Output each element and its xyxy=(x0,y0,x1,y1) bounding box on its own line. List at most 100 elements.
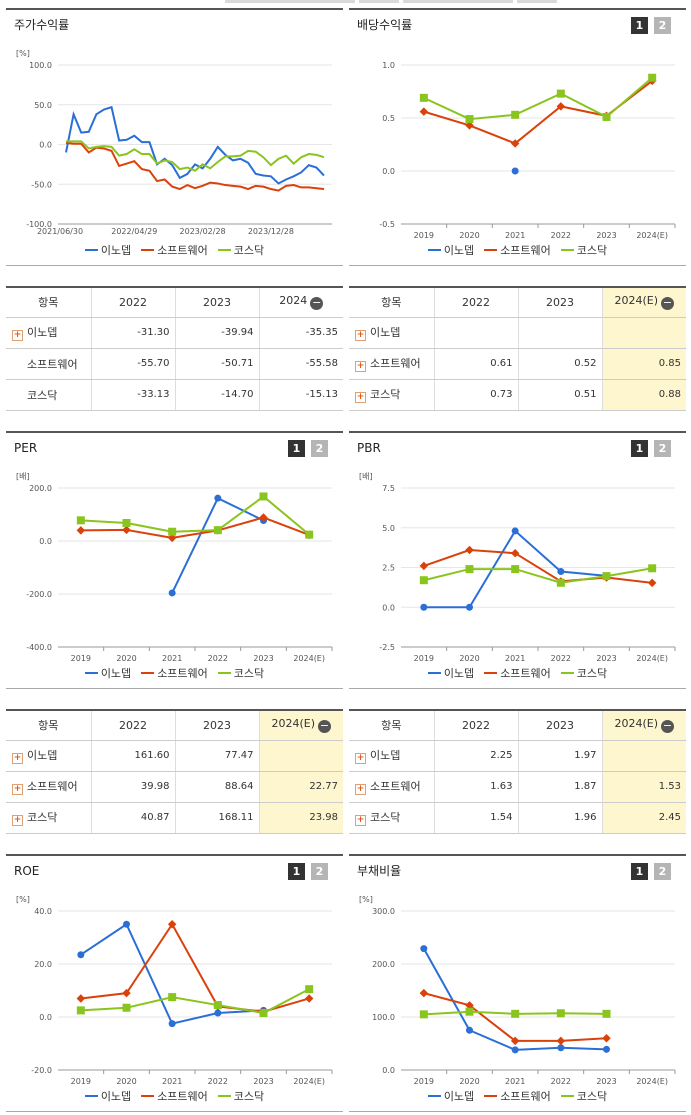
pbr-chart: [배] 7.5 5.0 2.5 0.0 -2.5 2019 2020 2021 2022 2023 2… xyxy=(359,472,676,663)
page-2-button[interactable]: 2 xyxy=(311,440,328,457)
page-2-button[interactable]: 2 xyxy=(654,17,671,34)
table-cell: 22.77 xyxy=(258,771,343,803)
legend-label: 코스닥 xyxy=(576,1090,608,1103)
expand-plus-icon[interactable]: + xyxy=(355,330,366,341)
x-tick-label: 2021/06/30 xyxy=(37,227,83,236)
data-point xyxy=(168,993,177,1002)
row-label: + 코스닥 xyxy=(349,802,434,834)
legend-item: 이노뎁 xyxy=(427,242,475,258)
data-point xyxy=(465,1007,474,1016)
legend-item: 코스닥 xyxy=(217,665,265,681)
data-point xyxy=(122,518,131,527)
table-cell: -55.70 xyxy=(90,348,175,380)
table-cell: 23.98 xyxy=(258,802,343,834)
page-1-button[interactable]: 1 xyxy=(631,17,648,34)
legend-item: 소프트웨어 xyxy=(484,242,551,258)
minus-circle-icon[interactable]: − xyxy=(310,296,324,311)
legend-swatch-icon xyxy=(560,672,574,674)
data-point xyxy=(304,994,314,1003)
expand-plus-icon[interactable]: + xyxy=(355,392,366,403)
data-point xyxy=(557,567,565,575)
page-1-button[interactable]: 1 xyxy=(631,440,648,457)
table-cell: -14.70 xyxy=(174,379,259,411)
table-row: + 코스닥 40.87 168.11 23.98 xyxy=(6,802,343,834)
expand-plus-icon[interactable]: + xyxy=(12,330,23,341)
x-tick-label: 2022 xyxy=(551,654,571,663)
y-unit-label: [배] xyxy=(359,472,373,481)
expand-plus-icon[interactable]: + xyxy=(355,784,366,795)
data-point xyxy=(259,513,268,522)
x-tick-label: 2023 xyxy=(596,231,616,240)
data-point xyxy=(648,73,657,82)
legend-item: 이노뎁 xyxy=(84,665,131,681)
data-point xyxy=(76,516,85,525)
y-unit-label: [%] xyxy=(16,49,30,58)
expand-plus-icon[interactable]: + xyxy=(12,784,23,795)
dividend-table: 항목 2022 2023 2024(E) − + 이노뎁 + 소프트웨어 0.61 0.52 0.85… xyxy=(349,286,686,411)
y-tick-label: 1.0 xyxy=(382,61,395,70)
table-cell: 40.87 xyxy=(90,802,175,834)
page-1-button[interactable]: 1 xyxy=(288,863,305,880)
page-1-button[interactable]: 1 xyxy=(631,863,648,880)
y-tick-label: -100.0 xyxy=(26,220,52,229)
expand-plus-icon[interactable]: + xyxy=(355,361,366,372)
chart-legend: 이노뎁 소프트웨어 코스닥 xyxy=(6,242,343,258)
data-point xyxy=(511,167,519,175)
series-line xyxy=(423,76,653,121)
y-tick-label: -0.5 xyxy=(379,220,395,229)
legend-label: 이노뎁 xyxy=(443,1090,475,1103)
expand-plus-icon[interactable]: + xyxy=(355,753,366,764)
data-point xyxy=(603,1045,610,1053)
series-line xyxy=(423,548,653,584)
data-point xyxy=(168,589,176,597)
table-row: + 이노뎁 -31.30 -39.94 -35.35 xyxy=(6,317,343,349)
page-2-button[interactable]: 2 xyxy=(654,440,671,457)
table-cell: -15.13 xyxy=(258,379,343,411)
table-cell: 1.96 xyxy=(517,802,602,834)
legend-label: 소프트웨어 xyxy=(157,1090,208,1103)
table-cell: -35.35 xyxy=(258,317,343,349)
table-cell: -50.71 xyxy=(174,348,259,380)
table-cell: 1.63 xyxy=(433,771,518,803)
y-tick-label: 40.0 xyxy=(34,907,52,916)
expand-plus-icon[interactable]: + xyxy=(12,815,23,826)
page-2-button[interactable]: 2 xyxy=(654,863,671,880)
stock-return-panel: 주가수익률 [%] 100.0 50.0 0.0 -50.0 -100.0 2021/06/… xyxy=(6,8,343,266)
y-tick-label: 300.0 xyxy=(372,907,395,916)
legend-label: 소프트웨어 xyxy=(157,244,208,257)
legend-label: 이노뎁 xyxy=(443,244,475,257)
column-header: 2023 xyxy=(174,710,259,741)
expand-plus-icon[interactable]: + xyxy=(12,753,23,764)
y-tick-label: -20.0 xyxy=(31,1066,52,1075)
legend-swatch-icon xyxy=(484,249,498,251)
panel-title: 주가수익률 xyxy=(14,18,70,32)
page-1-button[interactable]: 1 xyxy=(288,440,305,457)
minus-circle-icon[interactable]: − xyxy=(318,719,332,734)
minus-circle-icon[interactable]: − xyxy=(661,719,675,734)
data-point xyxy=(510,139,520,148)
legend-label: 이노뎁 xyxy=(443,667,475,680)
column-header: 항목 xyxy=(6,710,91,741)
data-point xyxy=(511,1009,520,1018)
minus-circle-icon[interactable]: − xyxy=(661,296,675,311)
y-tick-label: -200.0 xyxy=(26,590,52,599)
column-header: 2024(E) − xyxy=(601,710,686,741)
per-chart: [배] 200.0 0.0 -200.0 -400.0 2019 2020 2021 2022 2… xyxy=(16,472,333,663)
column-header: 2023 xyxy=(517,710,602,741)
page-2-button[interactable]: 2 xyxy=(311,863,328,880)
table-cell xyxy=(601,740,686,772)
x-tick-label: 2020 xyxy=(459,231,479,240)
table-cell: 1.53 xyxy=(601,771,686,803)
series-line xyxy=(423,80,653,145)
table-cell: -55.58 xyxy=(258,348,343,380)
row-label: + 소프트웨어 xyxy=(6,771,91,803)
chart-legend: 이노뎁 소프트웨어 코스닥 xyxy=(349,1088,686,1104)
data-point xyxy=(419,988,429,998)
table-cell: 0.61 xyxy=(433,348,518,380)
legend-label: 코스닥 xyxy=(233,667,265,680)
table-row: + 이노뎁 xyxy=(349,317,686,349)
x-tick-label: 2019 xyxy=(414,1077,434,1086)
expand-plus-icon[interactable]: + xyxy=(355,815,366,826)
